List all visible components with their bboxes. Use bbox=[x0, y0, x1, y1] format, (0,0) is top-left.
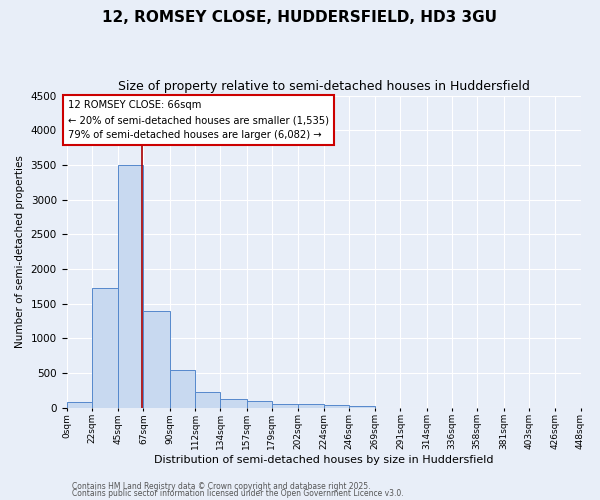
Bar bbox=[92, 288, 118, 408]
Bar bbox=[349, 406, 375, 407]
Text: Contains public sector information licensed under the Open Government Licence v3: Contains public sector information licen… bbox=[72, 490, 404, 498]
Bar bbox=[247, 402, 272, 407]
Bar bbox=[323, 406, 349, 407]
Text: Contains HM Land Registry data © Crown copyright and database right 2025.: Contains HM Land Registry data © Crown c… bbox=[72, 482, 371, 491]
Bar bbox=[298, 404, 323, 407]
Bar bbox=[143, 311, 170, 408]
Bar bbox=[170, 370, 195, 408]
Text: 12 ROMSEY CLOSE: 66sqm
← 20% of semi-detached houses are smaller (1,535)
79% of : 12 ROMSEY CLOSE: 66sqm ← 20% of semi-det… bbox=[68, 100, 329, 140]
Text: 12, ROMSEY CLOSE, HUDDERSFIELD, HD3 3GU: 12, ROMSEY CLOSE, HUDDERSFIELD, HD3 3GU bbox=[103, 10, 497, 25]
Bar bbox=[195, 392, 220, 407]
Bar bbox=[118, 165, 143, 408]
Y-axis label: Number of semi-detached properties: Number of semi-detached properties bbox=[15, 155, 25, 348]
Bar bbox=[67, 402, 92, 407]
Bar bbox=[272, 404, 298, 407]
X-axis label: Distribution of semi-detached houses by size in Huddersfield: Distribution of semi-detached houses by … bbox=[154, 455, 493, 465]
Bar bbox=[220, 399, 247, 407]
Title: Size of property relative to semi-detached houses in Huddersfield: Size of property relative to semi-detach… bbox=[118, 80, 529, 93]
